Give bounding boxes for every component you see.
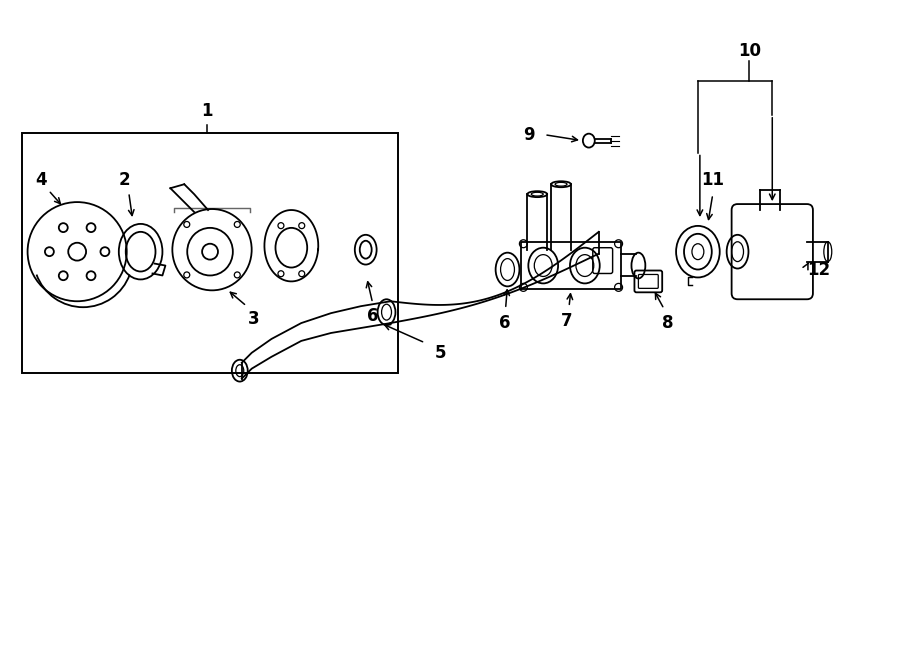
Text: 4: 4 (36, 171, 48, 189)
Text: 11: 11 (701, 171, 724, 189)
Text: 5: 5 (435, 344, 446, 362)
Text: 6: 6 (367, 307, 378, 325)
Text: 7: 7 (562, 312, 572, 330)
Text: 12: 12 (807, 260, 831, 278)
Text: 2: 2 (119, 171, 130, 189)
Text: 6: 6 (499, 314, 510, 332)
Text: 9: 9 (524, 126, 536, 143)
Text: 8: 8 (662, 314, 674, 332)
Text: 10: 10 (738, 42, 761, 60)
Bar (22, 133, 399, 373)
Text: 3: 3 (248, 310, 259, 328)
Text: 1: 1 (202, 102, 212, 120)
